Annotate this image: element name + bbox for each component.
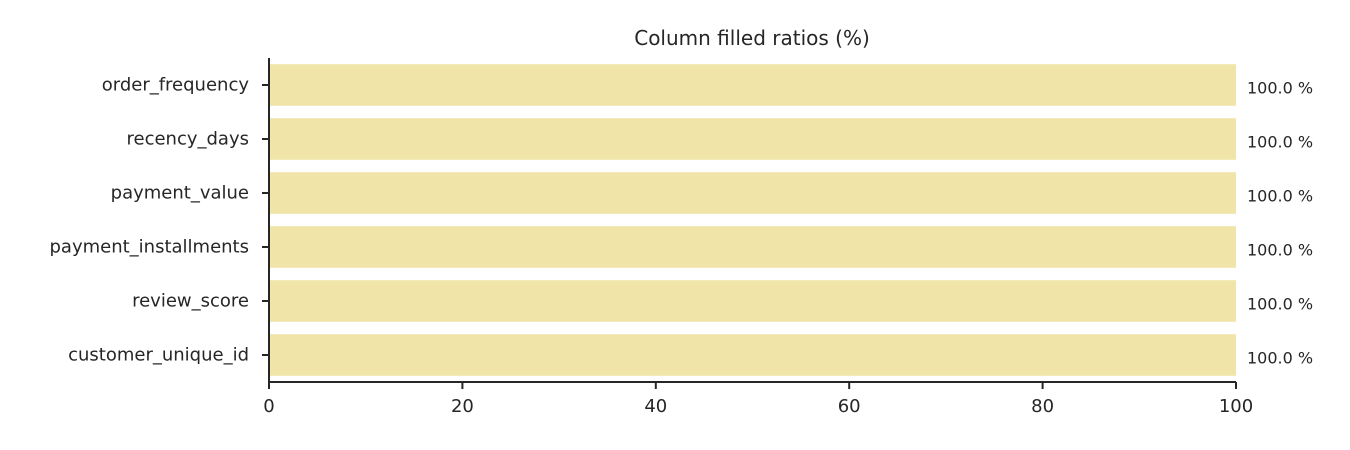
value-label: 100.0 %: [1247, 79, 1313, 98]
x-tick-label: 60: [838, 396, 861, 417]
x-tick-label: 40: [644, 396, 667, 417]
value-labels: 100.0 % 100.0 % 100.0 % 100.0 % 100.0 % 100.0…: [1247, 79, 1313, 368]
bar-payment-installments: [269, 226, 1236, 268]
category-label: payment_installments: [49, 237, 249, 258]
x-ticks: 0 20 40 60 80 100: [263, 382, 1253, 417]
x-tick-label: 80: [1031, 396, 1054, 417]
value-label: 100.0 %: [1247, 241, 1313, 260]
category-label: review_score: [132, 291, 249, 312]
value-label: 100.0 %: [1247, 349, 1313, 368]
x-tick-label: 0: [263, 396, 274, 417]
value-label: 100.0 %: [1247, 133, 1313, 152]
value-label: 100.0 %: [1247, 187, 1313, 206]
category-labels: order_frequency recency_days payment_value…: [49, 75, 269, 366]
category-label: order_frequency: [102, 75, 250, 96]
bar-payment-value: [269, 172, 1236, 214]
bar-review-score: [269, 280, 1236, 322]
bars-group: [269, 64, 1236, 376]
x-tick-label: 100: [1219, 396, 1253, 417]
category-label: payment_value: [111, 183, 249, 204]
axes: [268, 58, 1236, 383]
bar-recency-days: [269, 118, 1236, 160]
chart-title: Column filled ratios (%): [634, 26, 870, 50]
category-label: customer_unique_id: [68, 345, 249, 366]
category-label: recency_days: [127, 129, 250, 150]
bar-order-frequency: [269, 64, 1236, 106]
bar-customer-unique-id: [269, 334, 1236, 376]
x-tick-label: 20: [451, 396, 474, 417]
value-label: 100.0 %: [1247, 295, 1313, 314]
